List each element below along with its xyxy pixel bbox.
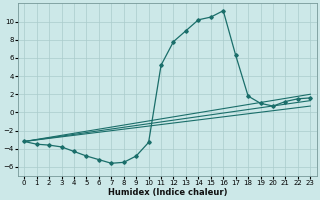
X-axis label: Humidex (Indice chaleur): Humidex (Indice chaleur) xyxy=(108,188,227,197)
